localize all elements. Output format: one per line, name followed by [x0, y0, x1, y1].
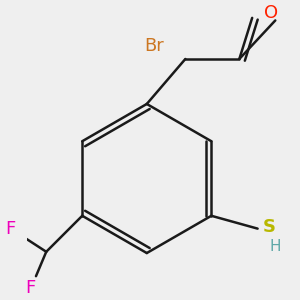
Text: O: O — [264, 4, 278, 22]
Text: F: F — [26, 279, 36, 297]
Text: F: F — [5, 220, 15, 238]
Text: Br: Br — [145, 37, 164, 55]
Text: S: S — [263, 218, 276, 236]
Text: H: H — [270, 239, 281, 254]
